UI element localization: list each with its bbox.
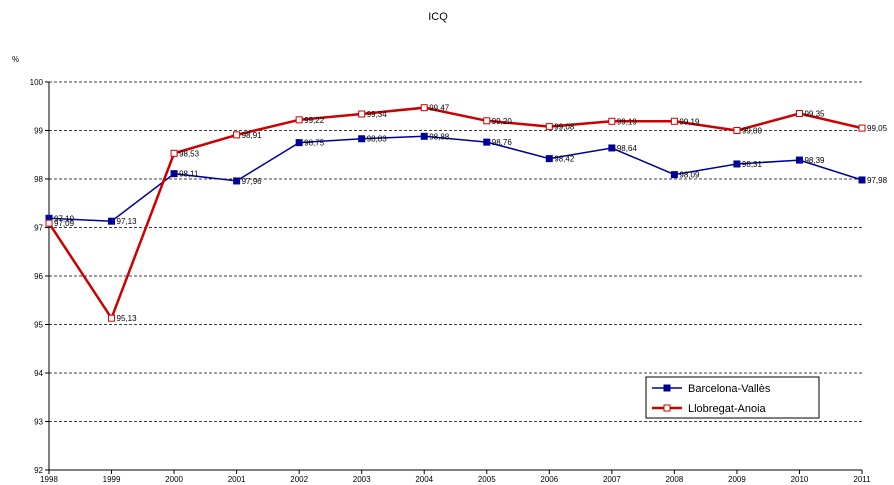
x-tick-2007: 2007 xyxy=(603,475,621,484)
data-point-1-2000 xyxy=(170,149,178,157)
data-point-0-2000 xyxy=(170,170,178,178)
data-label-1-2000: 98,53 xyxy=(179,149,200,158)
y-tick-92: 92 xyxy=(34,466,43,475)
data-label-0-2010: 98,39 xyxy=(804,156,825,165)
data-point-1-2004 xyxy=(420,104,428,112)
data-label-0-2006: 98,42 xyxy=(554,155,575,164)
data-point-0-2009 xyxy=(733,160,741,168)
data-label-0-2011: 97,98 xyxy=(867,176,888,185)
y-axis-unit: % xyxy=(12,55,19,64)
data-point-0-2004 xyxy=(420,132,428,140)
data-label-0-2002: 98,75 xyxy=(304,139,325,148)
x-tick-2001: 2001 xyxy=(228,475,246,484)
data-point-0-2005 xyxy=(483,138,491,146)
data-point-1-2008 xyxy=(670,117,678,125)
data-point-0-2010 xyxy=(795,156,803,164)
legend-label-0: Barcelona-Vallès xyxy=(688,383,771,395)
data-point-0-2001 xyxy=(233,177,241,185)
y-tick-labels: 92 93 94 95 96 97 98 99 100 xyxy=(30,78,44,475)
legend: Barcelona-Vallès Llobregat-Anoia xyxy=(645,376,820,419)
data-point-1-2001 xyxy=(233,131,241,139)
x-tick-2004: 2004 xyxy=(415,475,433,484)
data-label-1-2001: 98,91 xyxy=(242,131,263,140)
data-point-0-2006 xyxy=(545,155,553,163)
legend-marker-1 xyxy=(663,404,671,412)
x-tick-2003: 2003 xyxy=(353,475,371,484)
data-label-0-2007: 98,64 xyxy=(617,144,638,153)
x-tick-1998: 1998 xyxy=(40,475,58,484)
y-tick-98: 98 xyxy=(34,175,43,184)
y-tick-96: 96 xyxy=(34,272,43,281)
x-tick-labels: 1998 1999 2000 2001 2002 2003 2004 2005 2006 2007… xyxy=(40,475,871,484)
data-label-1-2002: 99,22 xyxy=(304,116,325,125)
data-label-0-2005: 98,76 xyxy=(492,138,513,147)
data-point-0-2003 xyxy=(358,135,366,143)
data-label-1-2004: 99,47 xyxy=(429,104,450,113)
x-tick-2005: 2005 xyxy=(478,475,496,484)
gridlines xyxy=(49,81,862,422)
x-tick-2008: 2008 xyxy=(665,475,683,484)
chart-title: ICQ xyxy=(428,11,448,23)
data-label-0-2009: 98,31 xyxy=(742,160,763,169)
data-label-0-2003: 98,83 xyxy=(367,135,388,144)
series-0: 97,19 97,13 98,11 97,96 98,75 98,83 98,88 98,76… xyxy=(45,132,888,226)
data-point-1-1998 xyxy=(45,219,53,227)
x-tick-2010: 2010 xyxy=(791,475,809,484)
data-label-0-2008: 98,09 xyxy=(679,171,700,180)
data-point-1-2007 xyxy=(608,117,616,125)
axes xyxy=(45,81,863,474)
data-label-1-2007: 99,19 xyxy=(617,117,638,126)
data-point-0-2007 xyxy=(608,144,616,152)
series-1: 97,09 95,13 98,53 98,91 99,22 99,34 99,47 99,20… xyxy=(45,104,888,323)
data-point-0-2002 xyxy=(295,139,303,147)
legend-label-1: Llobregat-Anoia xyxy=(688,403,767,415)
data-label-1-2003: 99,34 xyxy=(367,110,388,119)
series-line-1 xyxy=(47,106,863,321)
data-label-0-1999: 97,13 xyxy=(117,217,138,226)
series-line-0 xyxy=(48,135,863,222)
data-label-0-2001: 97,96 xyxy=(242,177,263,186)
y-tick-94: 94 xyxy=(34,369,43,378)
data-label-1-2005: 99,20 xyxy=(492,117,513,126)
data-label-0-2000: 98,11 xyxy=(179,170,199,179)
x-tick-1999: 1999 xyxy=(103,475,121,484)
x-tick-2011: 2011 xyxy=(853,475,871,484)
y-tick-93: 93 xyxy=(34,418,43,427)
data-point-1-2010 xyxy=(795,110,803,118)
x-tick-2009: 2009 xyxy=(728,475,746,484)
data-label-1-2008: 99,19 xyxy=(679,117,700,126)
data-label-1-2006: 99,08 xyxy=(554,123,575,132)
data-point-1-2011 xyxy=(858,124,866,132)
data-point-0-2008 xyxy=(670,171,678,179)
y-tick-95: 95 xyxy=(34,321,43,330)
legend-box xyxy=(645,376,820,419)
data-label-1-2011: 99,05 xyxy=(867,124,888,133)
x-tick-2006: 2006 xyxy=(540,475,558,484)
y-tick-97: 97 xyxy=(34,224,43,233)
data-point-1-2009 xyxy=(733,127,741,134)
data-point-1-2003 xyxy=(358,110,366,118)
data-point-1-1999 xyxy=(108,314,116,322)
data-label-0-1998: 97,19 xyxy=(54,214,75,223)
data-point-1-2002 xyxy=(295,116,303,124)
legend-marker-0 xyxy=(663,384,671,392)
data-label-1-2009: 99,00 xyxy=(742,127,763,136)
data-label-0-2004: 98,88 xyxy=(429,132,450,141)
x-tick-2002: 2002 xyxy=(290,475,308,484)
data-label-1-1999: 95,13 xyxy=(117,314,138,323)
y-tick-99: 99 xyxy=(34,127,43,136)
data-point-1-2006 xyxy=(545,123,553,131)
series-layer: 97,19 97,13 98,11 97,96 98,75 98,83 98,88 98,76… xyxy=(45,104,888,323)
data-point-0-1999 xyxy=(108,217,116,225)
data-label-1-2010: 99,35 xyxy=(804,110,825,119)
data-point-1-2005 xyxy=(483,117,491,125)
y-tick-100: 100 xyxy=(30,78,44,87)
x-tick-2000: 2000 xyxy=(165,475,183,484)
data-label-1-1998: 97,09 xyxy=(54,219,75,228)
data-point-0-2011 xyxy=(858,176,866,184)
